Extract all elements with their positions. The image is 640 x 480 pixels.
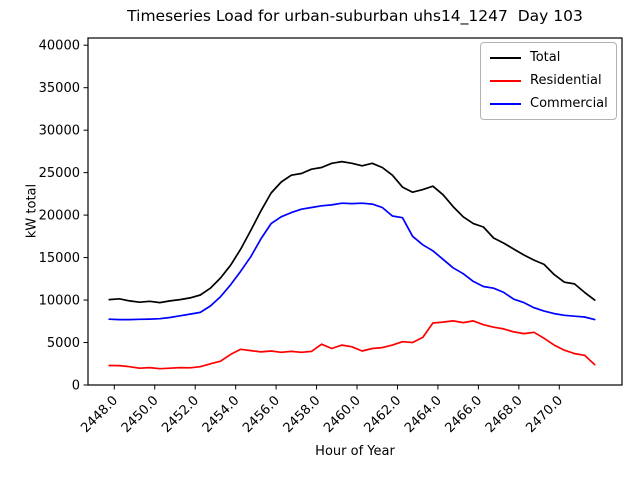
legend-line-sample-residential bbox=[490, 80, 521, 82]
legend-label: Total bbox=[530, 50, 561, 65]
y-tick-label: 0 bbox=[72, 379, 80, 394]
y-tick-label: 35000 bbox=[39, 81, 80, 96]
legend-item-total: Total bbox=[490, 51, 606, 65]
legend: Total Residential Commercial bbox=[480, 42, 617, 120]
x-tick-label: 2466.0 bbox=[442, 393, 485, 436]
x-tick-label: 2452.0 bbox=[159, 393, 202, 436]
y-tick-label: 25000 bbox=[39, 166, 80, 181]
axes-frame bbox=[87, 37, 623, 386]
x-tick-label: 2462.0 bbox=[362, 393, 405, 436]
x-axis-label: Hour of Year bbox=[315, 444, 395, 459]
legend-item-commercial: Commercial bbox=[490, 96, 608, 111]
series-line-total bbox=[108, 160, 596, 304]
y-tick-label: 30000 bbox=[39, 124, 80, 139]
x-tick-label: 2458.0 bbox=[281, 393, 324, 436]
legend-item-residential: Residential bbox=[490, 74, 606, 88]
x-tick-label: 2448.0 bbox=[78, 393, 121, 436]
legend-label: Residential bbox=[530, 73, 602, 88]
y-tick-label: 10000 bbox=[39, 294, 80, 309]
y-tick-label: 5000 bbox=[47, 336, 80, 351]
x-tick-label: 2450.0 bbox=[119, 393, 162, 436]
x-tick-label: 2470.0 bbox=[523, 393, 566, 436]
y-tick-label: 40000 bbox=[39, 39, 80, 54]
x-tick-label: 2460.0 bbox=[321, 393, 364, 436]
x-tick-label: 2468.0 bbox=[483, 393, 526, 436]
legend-line-sample-commercial bbox=[490, 103, 521, 105]
y-tick-label: 15000 bbox=[39, 251, 80, 266]
x-tick-label: 2454.0 bbox=[200, 393, 243, 436]
chart-title: Timeseries Load for urban-suburban uhs14… bbox=[127, 7, 583, 25]
x-tick-label: 2456.0 bbox=[240, 393, 283, 436]
legend-label: Commercial bbox=[530, 96, 608, 111]
legend-line-sample-total bbox=[490, 57, 521, 59]
x-tick-label: 2464.0 bbox=[402, 393, 445, 436]
y-tick-label: 20000 bbox=[39, 209, 80, 224]
series-line-residential bbox=[108, 320, 596, 370]
series-line-commercial bbox=[108, 202, 596, 321]
